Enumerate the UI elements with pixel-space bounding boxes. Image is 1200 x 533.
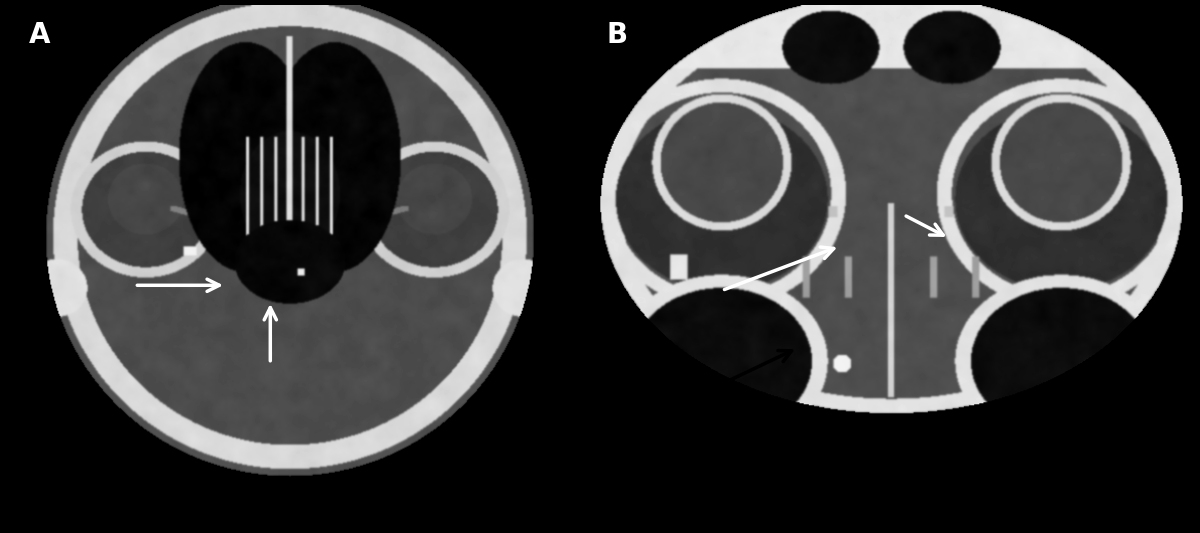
Text: B: B (606, 21, 628, 49)
Text: A: A (29, 21, 50, 49)
